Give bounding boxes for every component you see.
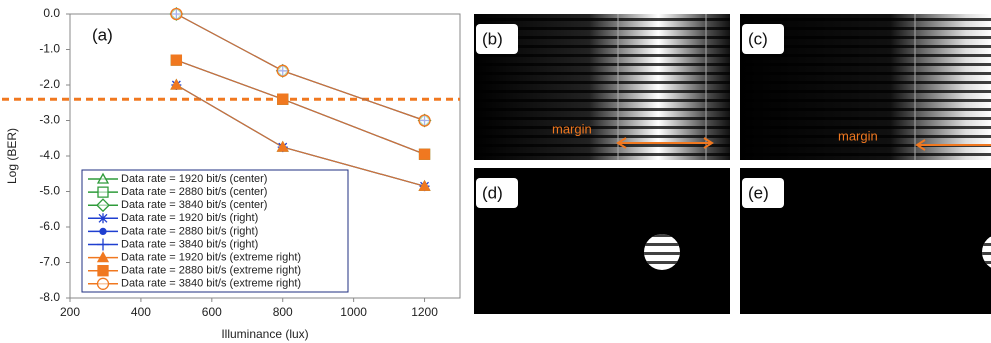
- data-point: [277, 65, 288, 76]
- series-line: [176, 14, 424, 121]
- x-tick-label: 1200: [411, 305, 438, 319]
- x-tick-label: 800: [273, 305, 293, 319]
- y-tick-label: -5.0: [39, 184, 60, 198]
- legend-marker: [98, 266, 108, 276]
- panel-label: (d): [482, 183, 503, 202]
- data-point: [171, 55, 181, 65]
- panel-label: (a): [92, 25, 113, 44]
- legend-marker: [98, 187, 108, 197]
- panel-label: (c): [748, 29, 768, 48]
- legend-label: Data rate = 3840 bit/s (center): [121, 199, 267, 211]
- x-tick-label: 200: [60, 305, 80, 319]
- legend-label: Data rate = 2880 bit/s (extreme right): [121, 265, 301, 277]
- y-tick-label: -4.0: [39, 148, 60, 162]
- legend-marker: [100, 228, 106, 234]
- legend-label: Data rate = 3840 bit/s (extreme right): [121, 278, 301, 290]
- x-tick-label: 400: [131, 305, 151, 319]
- panel-label: (e): [748, 183, 769, 202]
- panel-label: (b): [482, 29, 503, 48]
- y-tick-label: -6.0: [39, 219, 60, 233]
- legend-label: Data rate = 3840 bit/s (right): [121, 238, 258, 250]
- panel-b: (b) margin: [474, 14, 730, 160]
- y-tick-label: -1.0: [39, 42, 60, 56]
- data-point: [171, 9, 182, 20]
- legend-marker: [98, 213, 108, 223]
- x-axis-label: Illuminance (lux): [221, 327, 308, 341]
- legend-marker: [98, 278, 109, 289]
- legend-label: Data rate = 1920 bit/s (center): [121, 173, 267, 185]
- annotation: margin: [838, 128, 878, 143]
- y-tick-label: -7.0: [39, 255, 60, 269]
- data-point: [419, 115, 430, 126]
- y-tick-label: -2.0: [39, 77, 60, 91]
- panel-c: (c) margin: [740, 14, 991, 160]
- x-tick-label: 600: [202, 305, 222, 319]
- legend-label: Data rate = 1920 bit/s (extreme right): [121, 252, 301, 264]
- annotation: margin: [552, 121, 592, 136]
- x-tick-label: 1000: [340, 305, 367, 319]
- figure: (b) margin (c) margin (d) (e) (a) Illumi…: [0, 0, 991, 343]
- legend-label: Data rate = 1920 bit/s (right): [121, 212, 258, 224]
- page: (b) margin (c) margin (d) (e) (a) Illumi…: [0, 0, 991, 343]
- y-tick-label: -3.0: [39, 113, 60, 127]
- y-axis-label: Log (BER): [5, 128, 19, 184]
- y-tick-label: -8.0: [39, 290, 60, 304]
- legend-label: Data rate = 2880 bit/s (right): [121, 225, 258, 237]
- data-point: [278, 94, 288, 104]
- panel-e: (e): [740, 168, 991, 314]
- data-point: [420, 149, 430, 159]
- series-line: [176, 14, 424, 121]
- legend-label: Data rate = 2880 bit/s (center): [121, 186, 267, 198]
- y-tick-label: 0.0: [43, 6, 60, 20]
- panel-d: (d): [474, 168, 730, 314]
- series-line: [176, 14, 424, 121]
